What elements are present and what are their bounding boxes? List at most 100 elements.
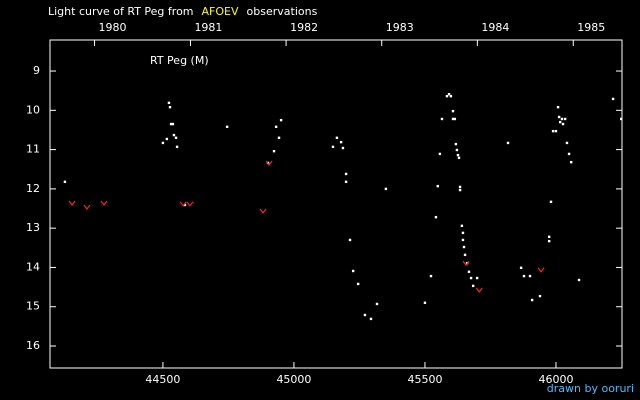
chart-title: observations bbox=[247, 5, 318, 18]
top-tick-label: 1984 bbox=[481, 21, 509, 34]
observation-point bbox=[344, 180, 348, 184]
observation-point bbox=[563, 117, 567, 121]
upper-limit-point bbox=[265, 160, 273, 166]
observation-point bbox=[530, 298, 534, 302]
observation-point bbox=[363, 313, 367, 317]
observation-point bbox=[172, 133, 176, 137]
upper-limit-point bbox=[259, 208, 267, 214]
observation-point bbox=[462, 245, 466, 249]
observation-point bbox=[171, 122, 175, 126]
y-tick-label: 15 bbox=[26, 300, 40, 313]
observation-point bbox=[436, 184, 439, 188]
y-tick-label: 13 bbox=[26, 221, 40, 234]
plot-frame bbox=[49, 39, 623, 369]
observation-point bbox=[183, 203, 187, 207]
observation-point bbox=[451, 109, 455, 113]
observation-point bbox=[348, 238, 352, 242]
observation-point bbox=[438, 152, 442, 156]
x-tick-label: 44500 bbox=[145, 373, 180, 386]
observation-point bbox=[538, 294, 542, 298]
chart-title: AFOEV bbox=[202, 5, 239, 18]
observation-point bbox=[434, 215, 438, 219]
observation-point bbox=[274, 125, 278, 129]
observation-point bbox=[469, 276, 473, 280]
observation-point bbox=[168, 105, 172, 109]
observation-point bbox=[175, 145, 179, 149]
upper-limit-point bbox=[186, 201, 194, 207]
observation-point bbox=[554, 129, 558, 133]
observation-point bbox=[561, 122, 565, 126]
observation-point bbox=[549, 200, 553, 204]
observation-point bbox=[174, 136, 178, 140]
observation-point bbox=[457, 156, 461, 160]
observation-point bbox=[449, 94, 453, 98]
upper-limit-point bbox=[100, 200, 108, 207]
observation-point bbox=[453, 117, 457, 121]
observation-point bbox=[467, 270, 471, 273]
observation-point bbox=[165, 137, 169, 141]
top-tick-label: 1982 bbox=[290, 21, 318, 34]
observation-point bbox=[461, 238, 465, 242]
observation-point bbox=[620, 117, 623, 121]
observation-point bbox=[356, 282, 360, 286]
observation-point bbox=[369, 317, 373, 321]
observation-point bbox=[565, 141, 569, 145]
observation-point bbox=[384, 187, 388, 191]
observation-point bbox=[547, 235, 551, 238]
observation-point bbox=[611, 97, 615, 101]
observation-point bbox=[463, 253, 467, 257]
upper-limit-point bbox=[462, 260, 470, 267]
y-tick-label: 12 bbox=[26, 182, 40, 195]
upper-limit-point bbox=[68, 200, 76, 207]
observation-point bbox=[445, 94, 449, 98]
observation-point bbox=[522, 274, 526, 278]
observation-point bbox=[556, 105, 560, 109]
observation-point bbox=[547, 239, 551, 243]
observation-point bbox=[558, 120, 562, 124]
observation-point bbox=[331, 145, 335, 149]
observation-point bbox=[225, 125, 229, 129]
observation-point bbox=[471, 284, 475, 288]
observation-point bbox=[341, 146, 345, 150]
observation-point bbox=[335, 136, 339, 140]
observation-point bbox=[161, 141, 165, 145]
observation-point bbox=[451, 117, 455, 121]
observation-point bbox=[528, 274, 532, 278]
top-tick-label: 1980 bbox=[99, 21, 127, 34]
observation-point bbox=[560, 117, 564, 121]
observation-point bbox=[63, 180, 67, 184]
observation-point bbox=[569, 160, 573, 164]
upper-limit-point bbox=[475, 287, 483, 293]
y-tick-label: 11 bbox=[26, 143, 40, 156]
observation-point bbox=[519, 266, 523, 270]
observation-point bbox=[344, 172, 348, 176]
upper-limit-point bbox=[537, 267, 545, 273]
y-tick-label: 16 bbox=[26, 339, 40, 352]
observation-point bbox=[567, 152, 571, 156]
observation-point bbox=[423, 301, 427, 304]
upper-limit-point bbox=[179, 201, 187, 207]
observation-point bbox=[440, 117, 444, 121]
top-tick-label: 1983 bbox=[386, 21, 414, 34]
x-tick-label: 46000 bbox=[538, 373, 573, 386]
observation-point bbox=[447, 93, 451, 96]
observation-point bbox=[279, 118, 283, 122]
observation-point bbox=[458, 188, 462, 192]
y-tick-label: 9 bbox=[33, 64, 40, 77]
y-tick-label: 10 bbox=[26, 103, 40, 116]
y-tick-label: 14 bbox=[26, 260, 40, 273]
observation-point bbox=[460, 224, 464, 228]
observation-point bbox=[429, 274, 433, 278]
observation-point bbox=[551, 129, 555, 133]
observation-point bbox=[375, 302, 379, 306]
annotation: RT Peg (M) bbox=[150, 54, 209, 67]
credit: drawn by ooruri bbox=[547, 382, 634, 395]
observation-point bbox=[455, 148, 459, 152]
x-tick-label: 45500 bbox=[407, 373, 442, 386]
upper-limit-point bbox=[83, 204, 91, 210]
chart-title: Light curve of RT Peg from bbox=[48, 5, 194, 18]
observation-point bbox=[277, 136, 281, 140]
observation-point bbox=[454, 142, 458, 146]
observation-point bbox=[461, 231, 465, 235]
